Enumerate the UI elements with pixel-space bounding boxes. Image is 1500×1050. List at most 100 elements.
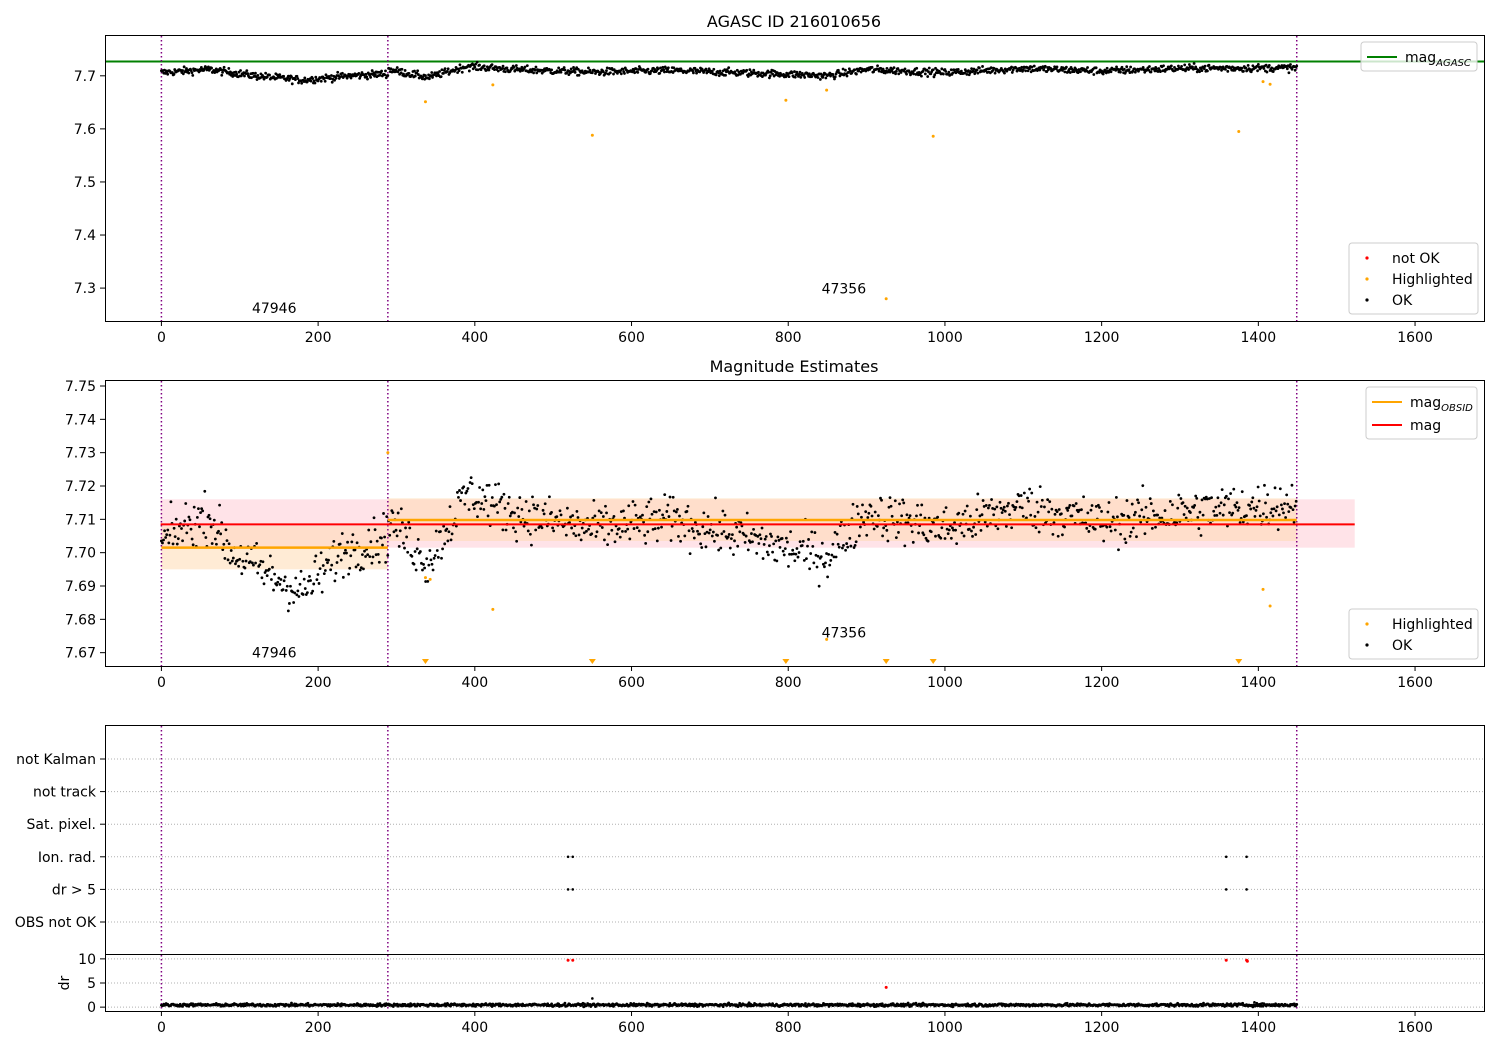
ok-point: [1197, 527, 1201, 530]
ok-point: [1155, 67, 1158, 71]
ok-point: [1287, 510, 1291, 513]
ok-point: [621, 67, 625, 71]
ok-point: [160, 539, 163, 543]
ok-point: [369, 75, 373, 79]
ok-point: [440, 556, 443, 560]
ok-point: [181, 539, 184, 543]
p2-y-tick-label: 7.73: [65, 446, 96, 462]
ok-point: [600, 526, 604, 529]
ok-point: [767, 70, 771, 74]
ok-point: [710, 70, 714, 73]
ok-point: [613, 540, 617, 544]
ok-point: [467, 69, 471, 73]
ok-point: [501, 528, 505, 532]
highlighted-point: [784, 98, 788, 102]
ok-point: [810, 75, 814, 79]
ok-point: [471, 503, 475, 507]
ok-point: [1193, 504, 1197, 507]
ok-point: [335, 561, 339, 564]
ok-point: [1128, 534, 1132, 538]
p2-x-tick-label: 0: [157, 675, 166, 691]
ok-point: [499, 497, 503, 501]
ok-point: [594, 535, 598, 538]
ok-point: [438, 70, 441, 73]
ok-point: [354, 565, 358, 569]
ok-point: [1162, 64, 1165, 68]
ok-point: [837, 545, 841, 549]
ok-point: [1248, 67, 1252, 71]
ok-point: [198, 525, 201, 529]
ok-point: [1220, 68, 1223, 72]
ok-point: [372, 71, 376, 75]
ok-point: [267, 567, 271, 571]
ok-point: [333, 78, 336, 82]
ok-point: [1240, 66, 1244, 70]
ok-point: [575, 509, 579, 513]
ok-point: [227, 67, 231, 70]
ok-point: [1293, 68, 1297, 72]
ok-point: [1113, 528, 1117, 532]
ok-point: [960, 531, 964, 535]
ok-point: [283, 575, 287, 579]
ok-point: [264, 71, 268, 75]
ok-point: [1070, 514, 1074, 518]
ok-point: [203, 489, 207, 493]
ok-point: [798, 70, 802, 74]
ok-point: [821, 562, 825, 566]
ok-point: [1285, 67, 1289, 71]
not-ok-point: [566, 958, 570, 962]
ok-point: [490, 63, 494, 67]
ok-point: [167, 541, 171, 545]
p4-x-tick-label: 1200: [1084, 1020, 1120, 1036]
ok-point: [340, 532, 344, 535]
ok-point: [336, 70, 340, 74]
ok-point: [485, 483, 489, 487]
ok-point: [704, 545, 708, 549]
ok-point: [848, 536, 852, 540]
dr-point: [906, 1001, 910, 1005]
ok-point: [758, 533, 762, 537]
ok-point: [562, 66, 566, 69]
ok-point: [872, 70, 876, 74]
ok-point: [220, 521, 224, 524]
ok-point: [1094, 504, 1098, 508]
ok-point: [612, 514, 616, 518]
ok-point: [745, 68, 749, 72]
ok-point: [286, 74, 290, 78]
ok-point: [396, 511, 400, 515]
ok-point: [668, 495, 672, 499]
ok-point: [415, 547, 419, 551]
ok-point: [888, 496, 892, 500]
ok-point: [445, 70, 449, 73]
ok-point: [403, 69, 407, 72]
ok-point: [231, 556, 235, 560]
ok-point: [885, 66, 889, 70]
ok-point: [237, 564, 241, 568]
ok-point: [317, 582, 321, 585]
agasc-plot-area: 47946 47356 0 200 400 600 800 1000 1200 1400 1600 7…: [74, 36, 1484, 346]
ok-point: [676, 507, 679, 511]
ok-point: [362, 567, 365, 571]
ok-point: [723, 513, 727, 517]
ok-point: [1047, 510, 1051, 514]
ok-point: [927, 66, 931, 70]
ok-point: [1253, 514, 1257, 518]
ok-point: [989, 66, 993, 70]
ok-point: [836, 542, 840, 546]
ok-point: [1295, 64, 1299, 68]
ok-point: [787, 564, 790, 568]
ok-point: [1251, 496, 1255, 500]
ok-point: [344, 548, 347, 552]
dr-point: [391, 1005, 395, 1008]
ok-point: [422, 563, 425, 566]
ok-point: [309, 579, 312, 582]
ok-point: [448, 505, 452, 509]
ok-point: [940, 526, 944, 530]
ok-point: [688, 552, 692, 556]
ok-point: [981, 65, 984, 68]
ok-point: [1144, 505, 1148, 509]
ok-point: [831, 542, 835, 546]
ok-point: [983, 520, 987, 524]
ok-point: [1249, 507, 1253, 511]
ok-point: [1094, 66, 1098, 70]
